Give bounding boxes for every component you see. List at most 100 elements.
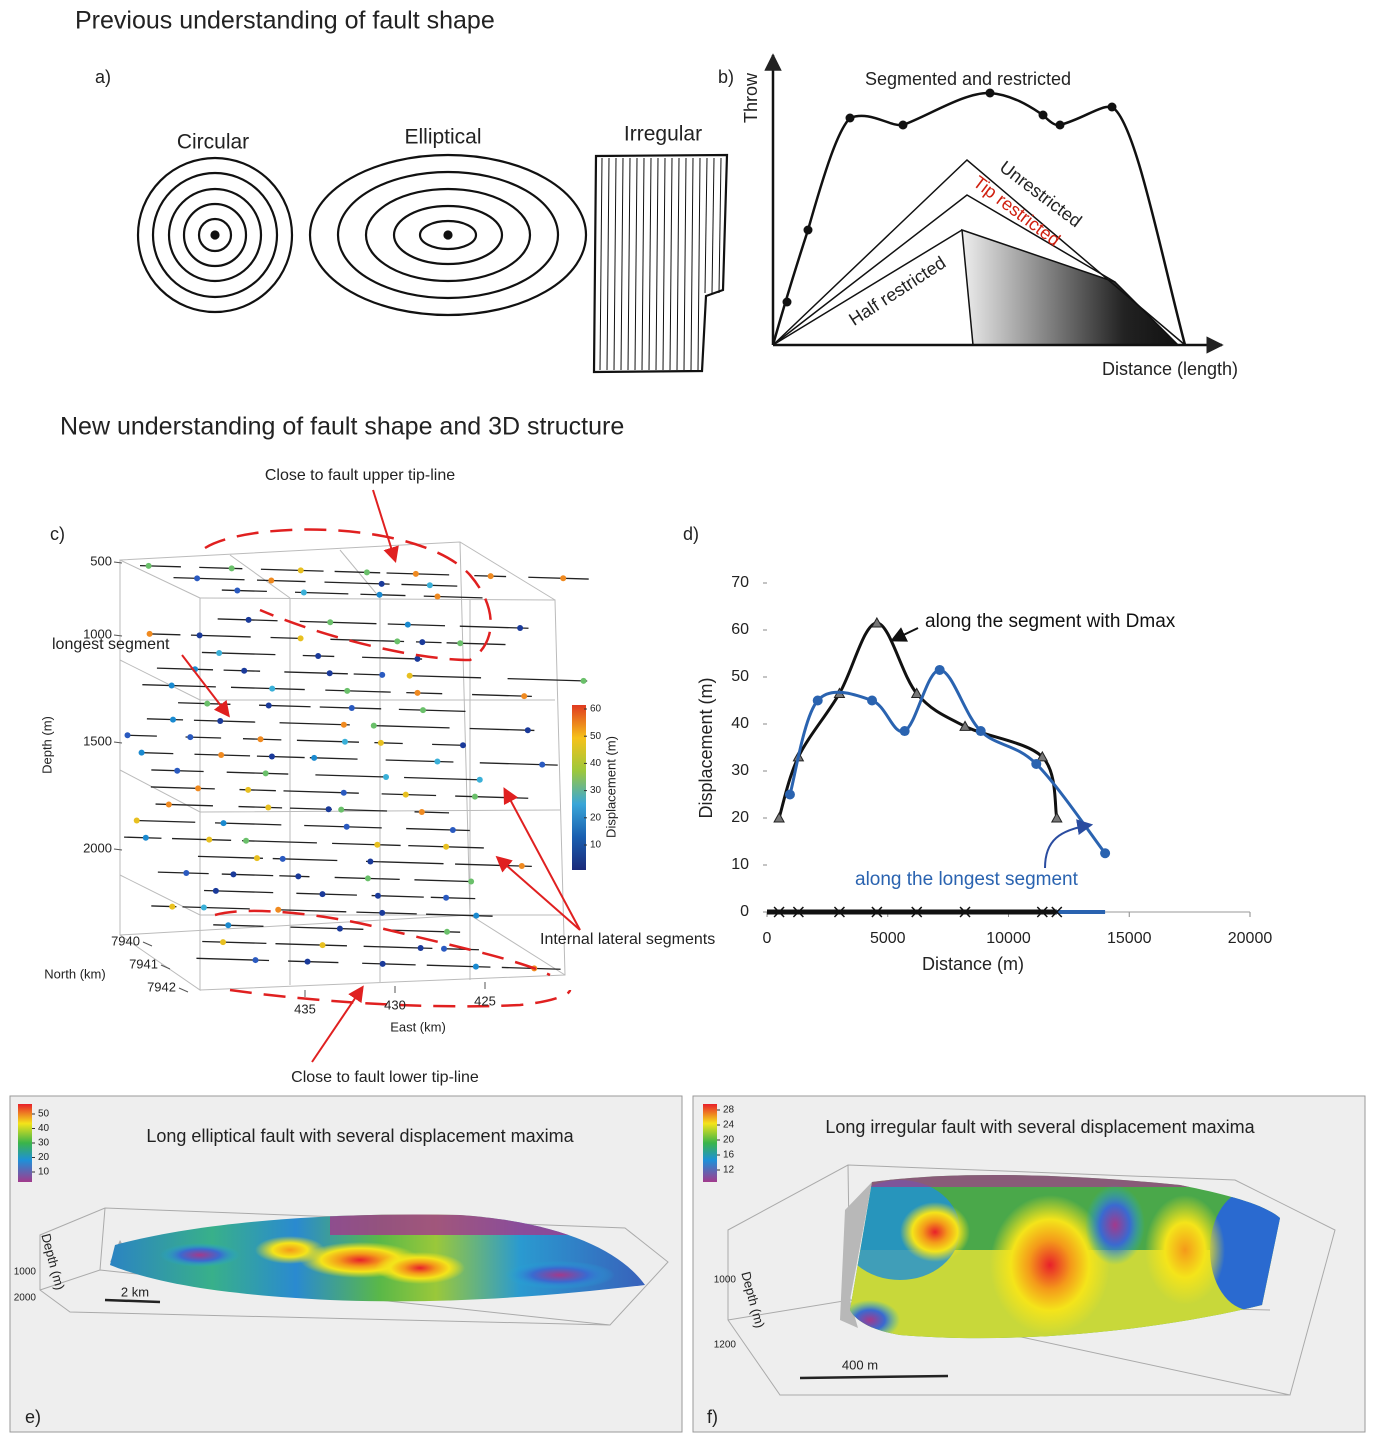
segment-point	[539, 761, 546, 768]
axis-label: Depth (m)	[39, 716, 54, 774]
segment-line	[260, 568, 324, 572]
segment-point	[457, 640, 464, 647]
segment-line	[443, 948, 479, 951]
y-axis-title: Displacement (m)	[696, 677, 716, 818]
segment-line	[135, 819, 196, 823]
segment-line	[193, 719, 256, 723]
data-point	[773, 811, 785, 823]
segment-line	[172, 837, 232, 841]
panel-label: f)	[707, 1407, 718, 1427]
data-point	[1031, 758, 1042, 769]
segment-line	[279, 722, 350, 726]
tick-label: 7941	[129, 956, 158, 971]
segment-line	[142, 684, 216, 688]
segment-point	[414, 689, 421, 696]
segment-line	[230, 686, 305, 691]
segment-point	[472, 963, 479, 970]
segment-point	[473, 912, 480, 919]
colorbar-tick-label: 10	[590, 840, 602, 851]
segment-point	[394, 638, 401, 645]
segment-point	[379, 960, 386, 967]
hatch-line	[599, 157, 603, 371]
segment-point	[374, 892, 381, 899]
segment-line	[239, 788, 276, 792]
hatch-line	[620, 157, 624, 371]
segment-point	[336, 925, 343, 932]
segment-point	[241, 667, 248, 674]
colorbar-tick-label: 24	[723, 1120, 735, 1131]
tick-label: 7940	[111, 933, 140, 948]
tick-mark	[160, 964, 171, 970]
segment-line	[507, 677, 588, 682]
segment-point	[378, 580, 385, 587]
tick-label: 435	[294, 1001, 316, 1016]
segment-point	[517, 625, 524, 632]
data-point	[899, 726, 910, 737]
segment-point	[196, 632, 203, 639]
y-tick-label: 0	[740, 903, 749, 920]
segment-point	[340, 789, 347, 796]
y-tick-label: 10	[731, 856, 749, 873]
series-label: along the segment with Dmax	[925, 611, 1176, 632]
hatch-line	[634, 157, 638, 371]
segment-line	[371, 724, 450, 729]
axis-cross	[833, 906, 845, 918]
axis-cross	[773, 906, 785, 918]
colorbar	[572, 705, 586, 870]
segment-point	[449, 826, 456, 833]
segment-line	[226, 771, 289, 775]
panel-label: a)	[95, 67, 111, 87]
segment-line	[309, 757, 358, 760]
data-point	[910, 687, 923, 698]
y-tick-label: 20	[731, 809, 749, 826]
segment-point	[252, 957, 259, 964]
tick-label: 2000	[14, 1293, 37, 1304]
segment-line	[221, 873, 274, 877]
segment-line	[288, 960, 339, 964]
segment-line	[479, 762, 558, 766]
segment-line	[238, 805, 283, 809]
hatch-line	[697, 157, 701, 371]
x-tick-label: 15000	[1107, 930, 1152, 947]
segment-point	[138, 749, 145, 756]
hatch-line	[690, 157, 694, 371]
segment-point	[187, 734, 194, 741]
segment-point	[169, 903, 176, 910]
segment-point	[426, 582, 433, 589]
shape-label: Elliptical	[404, 126, 481, 149]
tick-label: 1000	[714, 1275, 737, 1286]
tick-label: 1500	[83, 733, 112, 748]
colorbar-tick-label: 30	[590, 785, 602, 796]
segment-point	[311, 754, 318, 761]
segment-line	[426, 964, 491, 968]
segment-point	[518, 863, 525, 870]
data-point	[959, 720, 971, 731]
colorbar-tick-label: 40	[590, 758, 602, 769]
panel-c-segments	[124, 562, 589, 972]
segment-line	[381, 793, 437, 797]
hatch-line	[655, 157, 659, 371]
segment-point	[348, 704, 355, 711]
y-tick-label: 70	[731, 574, 749, 591]
panel-f-surface	[850, 1174, 1280, 1339]
segment-point	[326, 670, 333, 677]
segment-point	[200, 904, 207, 911]
segment-line	[406, 674, 482, 679]
colorbar-tick-label: 30	[38, 1138, 50, 1149]
segment-point	[417, 945, 424, 952]
panel-label: b)	[718, 67, 734, 87]
annotation: Internal lateral segments	[540, 931, 715, 948]
segment-point	[216, 649, 223, 656]
data-point	[784, 789, 795, 800]
tick-label: 7942	[147, 979, 176, 994]
panel-b	[764, 53, 1224, 354]
y-tick-label: 50	[731, 668, 749, 685]
x-tick-label: 0	[763, 930, 772, 947]
segment-line	[398, 708, 466, 713]
hatch-line	[606, 157, 610, 371]
segment-line	[157, 871, 209, 875]
tick-label: 430	[384, 997, 406, 1012]
segment-point	[338, 806, 345, 813]
segment-point	[269, 685, 276, 692]
axis-cross	[959, 906, 971, 918]
